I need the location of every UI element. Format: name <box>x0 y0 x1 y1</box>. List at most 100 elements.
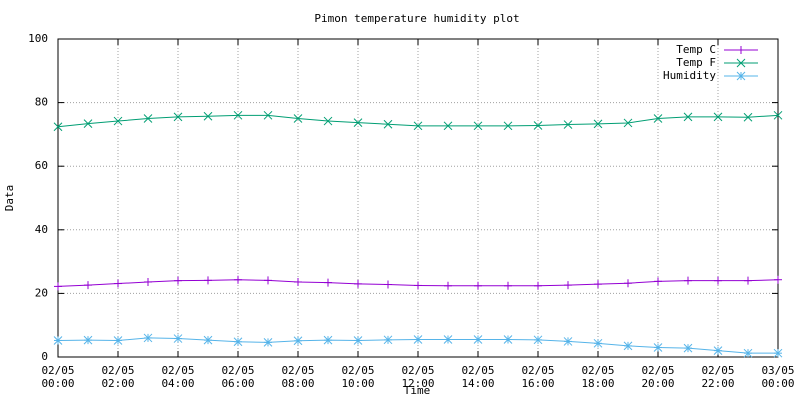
marker-stroke <box>713 112 723 122</box>
marker-stroke <box>713 346 723 355</box>
data-point <box>383 119 393 129</box>
marker-stroke <box>263 110 273 120</box>
data-point <box>204 276 212 285</box>
data-point <box>684 276 692 285</box>
x-tick-label: 02/05 18:00 <box>581 364 615 390</box>
marker-stroke <box>203 111 213 121</box>
data-point <box>413 335 423 344</box>
marker-stroke <box>143 114 153 123</box>
x-tick-label: 02/05 04:00 <box>161 364 195 390</box>
marker-stroke <box>83 335 93 345</box>
data-point <box>323 116 333 126</box>
data-point <box>623 341 633 351</box>
data-point <box>173 334 183 343</box>
data-point <box>323 335 333 345</box>
marker-stroke <box>173 334 183 343</box>
legend-label: Humidity <box>663 69 716 82</box>
data-point <box>593 338 603 348</box>
x-tick-label: 02/05 02:00 <box>101 364 135 390</box>
data-point <box>473 121 483 131</box>
data-point <box>563 120 573 129</box>
marker-stroke <box>443 335 453 344</box>
data-point <box>143 333 153 343</box>
data-point <box>743 112 753 122</box>
data-point <box>54 282 62 291</box>
data-point <box>353 118 363 127</box>
data-point <box>173 112 183 122</box>
marker-stroke <box>83 119 93 128</box>
data-point <box>504 281 512 290</box>
legend-marker <box>737 46 745 54</box>
marker-stroke <box>323 116 333 126</box>
data-point <box>234 275 242 284</box>
x-tick-label: 02/05 08:00 <box>281 364 315 390</box>
marker-stroke <box>113 116 123 126</box>
data-point <box>294 277 302 286</box>
marker-stroke <box>503 121 513 131</box>
data-point <box>174 276 182 285</box>
data-point <box>414 281 422 290</box>
data-point <box>264 276 272 285</box>
marker-stroke <box>413 121 423 131</box>
x-tick-label: 02/05 00:00 <box>41 364 75 390</box>
marker-stroke <box>653 114 663 123</box>
data-point <box>654 277 662 286</box>
data-point <box>114 279 122 288</box>
legend-marker <box>736 71 746 81</box>
x-tick-label: 02/05 06:00 <box>221 364 255 390</box>
marker-stroke <box>113 336 123 345</box>
data-point <box>594 280 602 289</box>
data-point <box>443 335 453 344</box>
marker-stroke <box>773 110 783 120</box>
y-axis-label: Data <box>3 185 16 212</box>
data-point <box>293 336 303 346</box>
marker-stroke <box>623 118 633 128</box>
data-point <box>413 121 423 131</box>
plot-frame <box>57 38 779 358</box>
data-point <box>144 277 152 286</box>
data-point <box>443 121 453 131</box>
x-tick-label: 02/05 12:00 <box>401 364 435 390</box>
y-tick-label: 60 <box>35 159 48 172</box>
marker-stroke <box>293 114 303 123</box>
chart-title: Pimon temperature humidity plot <box>314 12 519 25</box>
marker-stroke <box>563 120 573 129</box>
x-tick-label: 03/05 00:00 <box>761 364 795 390</box>
data-point <box>113 116 123 126</box>
marker-stroke <box>383 119 393 129</box>
x-tick-label: 02/05 14:00 <box>461 364 495 390</box>
marker-stroke <box>443 121 453 131</box>
data-point <box>384 280 392 289</box>
data-point <box>773 110 783 120</box>
marker-stroke <box>353 118 363 127</box>
marker-stroke <box>53 336 63 345</box>
marker-stroke <box>593 119 603 129</box>
data-point <box>744 276 752 285</box>
marker-stroke <box>533 335 543 345</box>
data-point <box>714 276 722 285</box>
data-point <box>503 121 513 131</box>
data-point <box>623 118 633 128</box>
data-point <box>263 110 273 120</box>
data-point <box>203 111 213 121</box>
data-point <box>444 281 452 290</box>
marker-stroke <box>143 333 153 343</box>
data-point <box>743 348 753 358</box>
data-point <box>233 337 243 347</box>
data-point <box>293 114 303 123</box>
y-tick-label: 20 <box>35 286 48 299</box>
data-point <box>653 114 663 123</box>
data-point <box>774 275 782 284</box>
marker-stroke <box>203 335 213 345</box>
data-point <box>53 336 63 345</box>
data-point <box>713 112 723 122</box>
data-point <box>683 343 693 353</box>
data-point <box>534 281 542 290</box>
marker-stroke <box>503 335 513 344</box>
y-tick-label: 80 <box>35 96 48 109</box>
data-point <box>83 119 93 128</box>
data-point <box>263 338 273 347</box>
data-point <box>683 112 693 122</box>
data-point <box>324 278 332 287</box>
